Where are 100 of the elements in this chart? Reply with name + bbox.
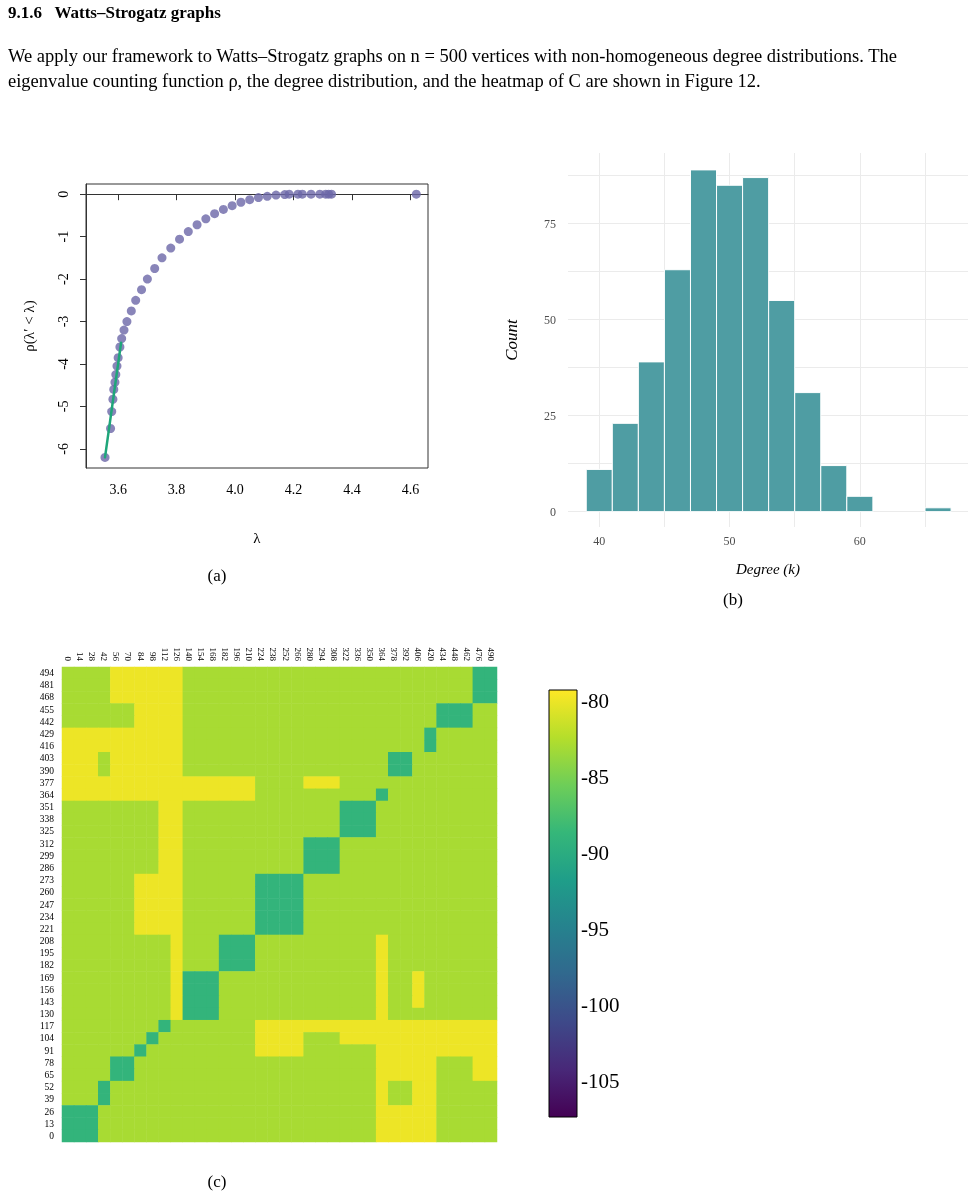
x-tick-label: 210 <box>244 647 255 662</box>
y-tick-label: 221 <box>39 923 55 934</box>
x-tick-label: 490 <box>485 647 496 662</box>
y-tick-label: 13 <box>44 1118 55 1129</box>
y-tick-label: -5 <box>55 400 71 413</box>
y-tick-label: 39 <box>44 1094 55 1105</box>
y-tick-label: 117 <box>40 1021 55 1032</box>
x-tick-label: 42 <box>99 652 110 661</box>
y-tick-label: 429 <box>39 728 55 739</box>
x-tick-label: 28 <box>87 652 98 662</box>
y-tick-label: 78 <box>44 1057 55 1068</box>
x-tick-label: 4.0 <box>226 481 244 497</box>
x-tick-label: 252 <box>280 647 291 661</box>
x-tick-label: 4.4 <box>343 481 361 497</box>
color-bar-label: -85 <box>581 764 609 789</box>
y-tick-label: 0 <box>55 190 71 198</box>
x-tick-label: 3.6 <box>109 481 127 497</box>
y-tick-label: 468 <box>39 692 55 703</box>
y-tick-label: 299 <box>39 850 55 861</box>
x-tick-label: 112 <box>159 647 170 661</box>
x-tick-label: 448 <box>449 647 460 662</box>
y-tick-label: 273 <box>39 875 55 886</box>
y-tick-label: 442 <box>39 716 55 727</box>
x-tick-label: 392 <box>401 647 412 661</box>
y-tick-label: 481 <box>39 680 55 691</box>
y-tick-label: 169 <box>39 972 55 983</box>
x-tick-label: 98 <box>147 652 158 662</box>
color-bar-label: -100 <box>581 992 620 1017</box>
y-tick-label: -1 <box>55 230 71 243</box>
y-tick-label: 390 <box>39 765 55 776</box>
x-tick-label: 336 <box>353 647 364 662</box>
x-tick-label: 224 <box>256 647 267 662</box>
y-tick-label: 351 <box>39 802 55 813</box>
y-tick-label: 286 <box>39 862 55 873</box>
x-tick-label: 434 <box>437 647 448 662</box>
x-tick-label: 4.2 <box>284 481 303 497</box>
x-tick-label: 196 <box>232 647 243 662</box>
x-tick-label: 420 <box>425 647 436 662</box>
x-tick-label: 322 <box>340 647 351 661</box>
y-tick-label: 403 <box>39 753 55 764</box>
x-tick-label: 308 <box>328 647 339 662</box>
y-tick-label: 338 <box>39 814 55 825</box>
x-tick-label: 14 <box>75 652 86 662</box>
x-tick-label: 168 <box>208 647 219 662</box>
y-tick-label: 416 <box>39 741 55 752</box>
y-tick-label: 312 <box>39 838 55 849</box>
x-tick-label: 154 <box>195 647 206 662</box>
y-tick-label: 143 <box>39 996 55 1007</box>
color-bar-label: -105 <box>581 1068 620 1093</box>
x-tick-label: 70 <box>123 652 134 662</box>
text: 9.1.6 Watts–Strogatz graphs <box>8 3 221 23</box>
color-bar-label: -80 <box>581 688 609 713</box>
x-tick-label: 3.8 <box>167 481 186 497</box>
y-tick-label: 234 <box>39 911 55 922</box>
x-tick-label: 238 <box>268 647 279 662</box>
x-tick-label: 462 <box>461 647 472 661</box>
y-tick-label: 377 <box>39 777 55 788</box>
x-tick-label: 4.6 <box>401 481 420 497</box>
y-tick-label: 182 <box>39 960 55 971</box>
y-tick-label: 0 <box>550 504 556 519</box>
y-tick-label: 130 <box>39 1009 55 1020</box>
x-tick-label: 50 <box>723 534 736 548</box>
y-tick-label: 0 <box>49 1130 55 1141</box>
x-tick-label: 406 <box>413 647 424 662</box>
x-axis-title: Degree (k) <box>735 560 800 578</box>
y-tick-label: 494 <box>39 668 55 679</box>
x-tick-label: 40 <box>593 534 606 548</box>
x-tick-label: 350 <box>365 647 376 662</box>
y-tick-label: 260 <box>39 887 55 898</box>
x-tick-label: 84 <box>135 652 146 662</box>
x-tick-label: 182 <box>220 647 231 661</box>
y-tick-label: 455 <box>39 704 55 715</box>
color-bar-label: -90 <box>581 840 609 865</box>
x-tick-label: 140 <box>183 647 194 662</box>
x-tick-label: 476 <box>473 647 484 662</box>
y-axis-title: Count <box>502 317 521 361</box>
y-tick-label: 364 <box>39 789 55 800</box>
text: We apply our framework to Watts–Strogatz graphs on n = 500 vertices with non-homogeneous degree distributions. The eigenvalue counting function ρ, the degree distribution, and the heatmap of C are shown in Figure 12. <box>8 45 898 93</box>
text: (c) <box>207 1172 227 1192</box>
y-tick-label: 156 <box>39 984 55 995</box>
y-tick-label: 104 <box>39 1033 55 1044</box>
x-tick-label: 60 <box>853 534 866 548</box>
text: (a) <box>207 566 227 586</box>
x-tick-label: 266 <box>292 647 303 662</box>
y-tick-label: 325 <box>39 826 55 837</box>
text: (b) <box>723 590 743 610</box>
y-tick-label: 75 <box>544 216 556 231</box>
y-tick-label: 50 <box>544 312 556 327</box>
y-tick-label: -4 <box>55 358 71 370</box>
x-tick-label: 294 <box>316 647 327 662</box>
y-tick-label: -2 <box>55 273 71 285</box>
y-tick-label: -6 <box>55 443 71 455</box>
y-tick-label: 25 <box>544 408 556 423</box>
x-tick-label: 280 <box>304 647 315 662</box>
y-tick-label: 247 <box>39 899 55 910</box>
x-tick-label: 378 <box>389 647 400 662</box>
color-bar-label: -95 <box>581 916 609 941</box>
y-tick-label: 208 <box>39 936 55 947</box>
x-tick-label: 126 <box>171 647 182 662</box>
x-tick-label: 364 <box>377 647 388 662</box>
